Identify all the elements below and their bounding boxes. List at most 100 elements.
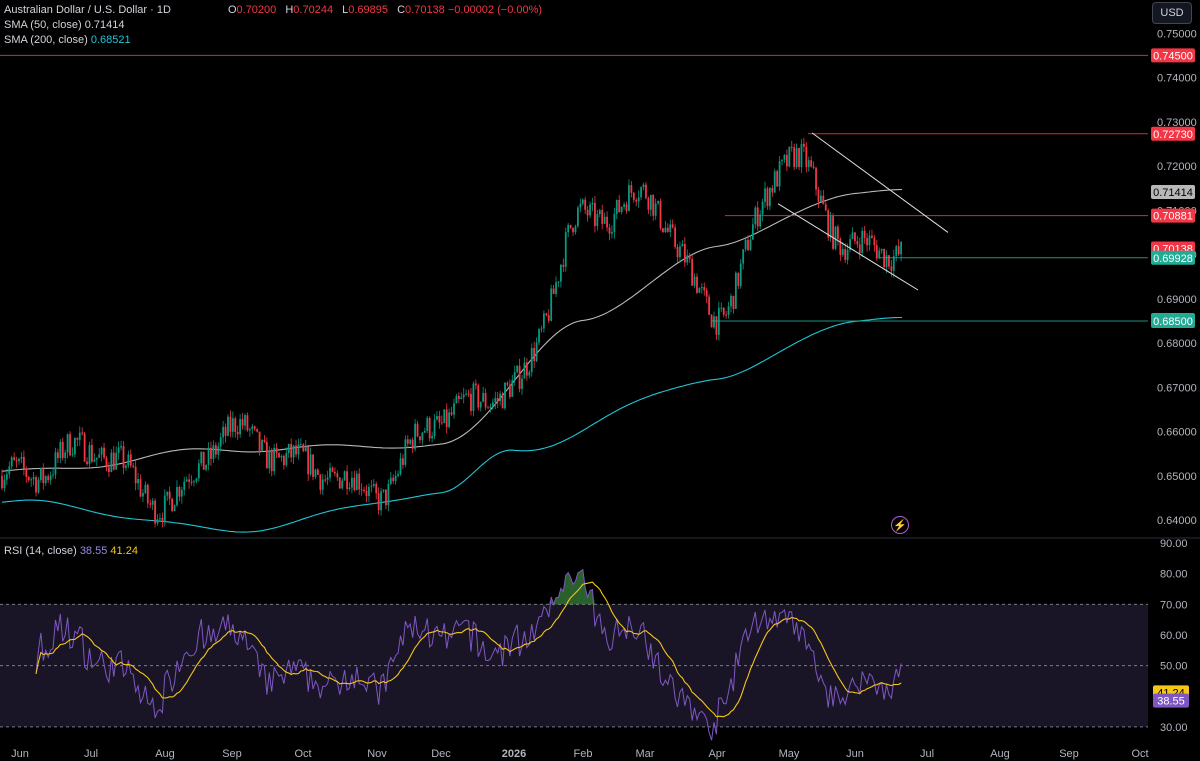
candle-body [472, 383, 475, 411]
candle-body [863, 230, 866, 238]
candle-body [137, 478, 139, 484]
candle-body [214, 445, 217, 455]
candle-body [805, 146, 808, 168]
candle-body [773, 171, 776, 193]
candle-body [389, 477, 392, 484]
open-label: O [227, 4, 237, 16]
candle-body [827, 210, 830, 238]
candle-body [222, 426, 225, 438]
candle-body [25, 468, 28, 477]
candle-body [287, 443, 290, 454]
candle-body [628, 185, 630, 211]
candle-body [64, 452, 67, 458]
candle-body [613, 213, 616, 233]
candle-body [188, 479, 191, 482]
candle-body [637, 197, 640, 202]
rsi-tick-label: 70.00 [1160, 599, 1188, 611]
symbol-legend: Australian Dollar / U.S. Dollar · 1D O0.… [4, 3, 542, 48]
candle-body [611, 232, 613, 234]
candle-body [674, 227, 677, 247]
candle-body [47, 476, 50, 481]
candle-body [550, 288, 553, 321]
candle-body [426, 417, 429, 431]
candle-body [878, 250, 881, 259]
candle-body [176, 486, 178, 506]
candle-body [78, 432, 81, 440]
sma50-legend[interactable]: SMA (50, close) 0.71414 [4, 18, 542, 33]
time-tick-label: Jul [920, 748, 934, 760]
candle-body [837, 226, 839, 239]
candle-body [744, 239, 747, 250]
time-axis[interactable]: Jun Jul Aug Sep Oct Nov Dec 2026 Feb Mar Apr May Jun… [11, 748, 1148, 760]
candle-body [470, 393, 472, 411]
currency-button[interactable]: USD [1152, 2, 1192, 24]
candle-body [766, 188, 769, 207]
candle-body [95, 457, 98, 460]
time-tick-label: Oct [294, 748, 311, 760]
candle-body [423, 430, 426, 433]
lightning-icon[interactable]: ⚡ [891, 516, 909, 534]
price-badge-label: 0.72730 [1153, 129, 1193, 141]
rsi-legend[interactable]: RSI (14, close) 38.55 41.24 [4, 544, 138, 559]
candle-body [229, 416, 232, 432]
candle-body [749, 239, 752, 251]
candle-body [542, 313, 545, 329]
candle-body [406, 439, 409, 444]
candle-body [217, 446, 220, 455]
candle-body [538, 329, 540, 343]
sma50-label: SMA (50, close) [4, 19, 82, 31]
candle-body [829, 216, 832, 238]
time-tick-label: Jun [846, 748, 864, 760]
candle-body [722, 307, 725, 315]
candle-body [715, 316, 718, 335]
rsi-overbought-fill [36, 569, 902, 605]
candle-body [193, 481, 195, 483]
candle-body [533, 348, 536, 361]
candle-body [839, 238, 842, 256]
candle-body [365, 491, 368, 497]
candle-body [159, 518, 161, 520]
candle-body [785, 154, 788, 167]
candle-body [295, 445, 297, 455]
rsi-axis[interactable]: 90.0080.0070.0060.0050.0040.0030.0041.24… [1153, 538, 1189, 734]
candle-body [484, 392, 487, 408]
price-badge [1151, 126, 1195, 141]
candle-body [341, 480, 344, 489]
change-value: −0.00002 (−0.00%) [447, 4, 543, 16]
price-axis[interactable]: 0.750000.740000.730000.720000.710000.700… [1151, 28, 1197, 527]
candle-body [824, 204, 827, 211]
candle-body [197, 463, 200, 479]
candle-body [708, 296, 711, 315]
candle-body [530, 348, 533, 373]
time-tick-label: Aug [155, 748, 175, 760]
candle-body [462, 394, 465, 398]
candle-body [282, 455, 285, 466]
candle-body [414, 423, 416, 449]
candle-body [710, 314, 713, 328]
sma200-value: 0.68521 [90, 34, 131, 46]
candle-body [248, 429, 251, 431]
low-label: L [342, 4, 349, 16]
candle-body [732, 295, 735, 309]
candle-body [402, 458, 404, 465]
candle-body [713, 316, 715, 328]
channel-lower-line [777, 203, 919, 291]
candle-body [190, 481, 193, 483]
candle-body [416, 423, 419, 437]
time-tick-label: Sep [1059, 748, 1079, 760]
candle-body [146, 484, 149, 504]
sma50-path [1, 188, 903, 472]
candle-body [32, 477, 35, 480]
time-tick-label: Nov [367, 748, 387, 760]
candle-body [329, 467, 331, 478]
candle-body [263, 440, 266, 442]
candle-body [156, 519, 159, 524]
candle-body [776, 171, 779, 187]
candle-body [820, 195, 822, 202]
candle-body [76, 438, 79, 440]
candle-body [338, 477, 341, 489]
candle-body [326, 477, 329, 480]
candle-body [13, 457, 16, 461]
sma200-legend[interactable]: SMA (200, close) 0.68521 [4, 33, 542, 48]
